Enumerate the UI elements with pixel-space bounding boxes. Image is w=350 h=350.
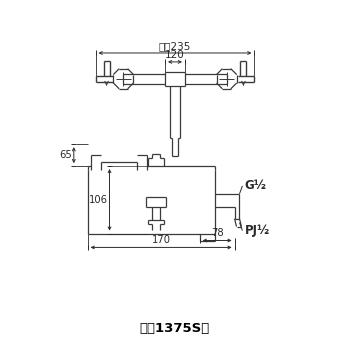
Text: 65: 65 (59, 150, 72, 160)
Text: （図1375S）: （図1375S） (140, 322, 210, 335)
Text: 106: 106 (89, 195, 107, 205)
Text: PJ½: PJ½ (244, 224, 270, 237)
Text: 120: 120 (165, 50, 185, 60)
Text: G½: G½ (244, 180, 266, 193)
Text: 最大235: 最大235 (159, 41, 191, 51)
Text: 78: 78 (211, 229, 224, 238)
Text: 170: 170 (152, 236, 170, 245)
